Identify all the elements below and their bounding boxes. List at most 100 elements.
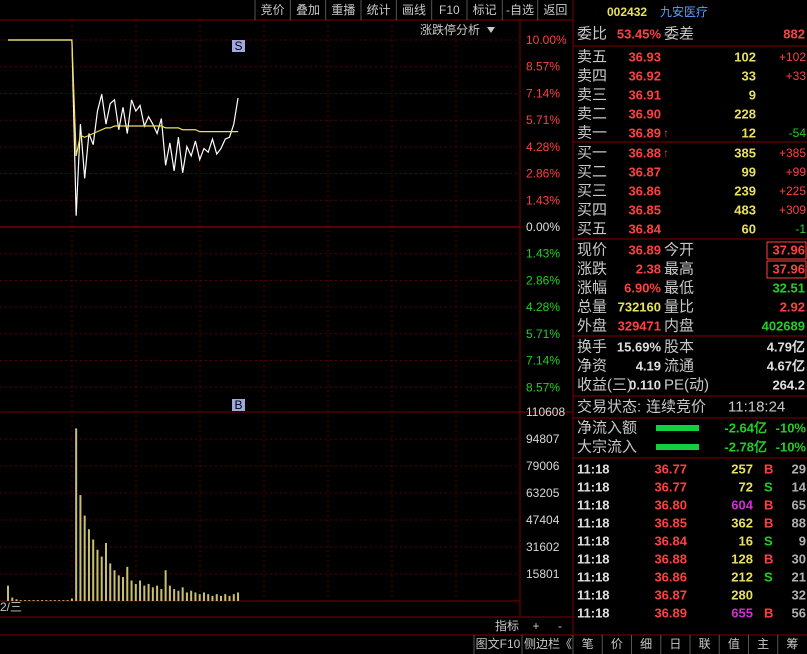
bottom-tab[interactable]: 联 <box>699 637 711 651</box>
volume-bar <box>83 515 86 601</box>
tick-price: 36.84 <box>654 534 687 549</box>
toolbar-button[interactable]: 重播 <box>331 3 355 17</box>
order-price: 36.88 <box>628 146 661 161</box>
stat-value: 37.96 <box>772 262 805 277</box>
volume-bar <box>36 600 39 601</box>
order-change: +225 <box>779 184 806 198</box>
volume-bar <box>62 600 65 601</box>
stat-value: 32.51 <box>772 281 805 296</box>
toolbar-button[interactable]: -自选 <box>506 3 534 17</box>
stat-value: 264.2 <box>772 378 805 393</box>
tick-count: 65 <box>792 498 806 513</box>
marker-box <box>232 40 245 52</box>
order-label: 买一 <box>577 145 607 162</box>
chart-tab[interactable]: + <box>532 619 539 633</box>
order-price: 36.90 <box>628 107 661 122</box>
y-tick-label: 8.57% <box>526 380 560 394</box>
flow-bar <box>656 425 699 431</box>
volume-bar <box>194 592 197 601</box>
order-price: 36.85 <box>628 203 661 218</box>
side-tab[interactable]: 侧边栏《 <box>524 636 572 651</box>
tick-price: 36.87 <box>654 588 687 603</box>
toolbar-button[interactable]: 统计 <box>367 3 391 17</box>
order-flag: ↑ <box>663 126 669 140</box>
order-price: 36.87 <box>628 165 661 180</box>
stat-label: 最低 <box>664 280 694 297</box>
volume-bar <box>24 600 27 601</box>
tick-price: 36.88 <box>654 552 687 567</box>
y-tick-label: 4.28% <box>526 300 560 314</box>
x-label: 2/三 <box>0 600 22 614</box>
tick-price: 36.86 <box>654 570 687 585</box>
tick-volume: 604 <box>731 498 753 513</box>
volume-bar <box>32 600 35 601</box>
tick-time: 11:18 <box>577 552 610 567</box>
tick-time: 11:18 <box>577 534 610 549</box>
order-price: 36.84 <box>628 222 661 237</box>
price-line <box>8 39 239 157</box>
volume-bar <box>66 600 69 601</box>
toolbar-button[interactable]: 画线 <box>402 3 426 17</box>
side-tab[interactable]: 图文F10 <box>476 636 521 651</box>
order-volume: 33 <box>742 69 756 84</box>
tick-count: 56 <box>792 606 806 621</box>
volume-bar <box>11 597 14 601</box>
flow-value: -2.64亿 <box>724 421 767 436</box>
tick-volume: 362 <box>731 516 753 531</box>
order-price: 36.89 <box>628 126 661 141</box>
volume-bar <box>156 585 159 601</box>
y-tick-label: 4.28% <box>526 140 560 154</box>
stat-label: 内盘 <box>664 317 694 335</box>
y-tick-label: 31602 <box>526 540 560 554</box>
toolbar-button[interactable]: 竞价 <box>261 3 285 17</box>
bottom-tab[interactable]: 筹 <box>786 637 798 651</box>
order-label: 卖三 <box>577 87 607 104</box>
toolbar-button[interactable]: 叠加 <box>296 3 320 17</box>
marker: S <box>234 39 242 53</box>
toolbar-button[interactable]: 返回 <box>543 3 567 17</box>
value: 53.45% <box>617 27 662 42</box>
stat-label: 今开 <box>664 242 694 259</box>
order-volume: 102 <box>734 50 756 65</box>
bottom-tab[interactable]: 日 <box>669 637 681 651</box>
marker: B <box>234 398 242 412</box>
toolbar-button[interactable]: F10 <box>439 3 460 17</box>
order-volume: 12 <box>742 126 756 141</box>
status-time: 11:18:24 <box>728 399 785 416</box>
y-tick-label: 47404 <box>526 513 560 527</box>
volume-bar <box>228 595 231 601</box>
bottom-tab[interactable]: 细 <box>640 637 652 651</box>
dropdown-arrow <box>487 27 495 33</box>
annotation[interactable]: 涨跌停分析 <box>420 22 480 37</box>
tick-side: B <box>764 498 773 513</box>
stat-label: PE(动) <box>664 377 709 394</box>
bottom-tab[interactable]: 值 <box>728 636 740 651</box>
volume-bar <box>87 529 90 601</box>
volume-bar <box>181 587 184 601</box>
chart-tab[interactable]: - <box>558 619 562 633</box>
bottom-tab[interactable]: 价 <box>611 637 623 651</box>
order-label: 买三 <box>577 183 607 200</box>
stat-label: 涨幅 <box>577 280 607 297</box>
order-volume: 239 <box>734 184 756 199</box>
tick-volume: 128 <box>731 552 753 567</box>
tick-count: 88 <box>792 516 806 531</box>
volume-bar <box>96 549 99 601</box>
stat-value: 402689 <box>762 319 805 334</box>
order-change: +99 <box>786 165 807 179</box>
stat-label: 现价 <box>577 242 607 259</box>
toolbar-button[interactable]: 标记 <box>473 3 497 17</box>
volume-bar <box>70 598 73 601</box>
order-label: 卖五 <box>577 49 607 66</box>
y-tick-label: 5.71% <box>526 327 560 341</box>
volume-bar <box>49 600 52 601</box>
volume-bar <box>207 594 210 601</box>
volume-bar <box>130 580 133 601</box>
tick-side: B <box>764 462 773 477</box>
stat-value: 4.67亿 <box>767 359 805 374</box>
bottom-tab[interactable]: 主 <box>757 637 769 651</box>
flow-pct: -10% <box>776 440 807 455</box>
y-tick-label: 15801 <box>526 567 560 581</box>
bottom-tab[interactable]: 笔 <box>582 636 594 651</box>
chart-tab[interactable]: 指标 <box>495 618 519 633</box>
